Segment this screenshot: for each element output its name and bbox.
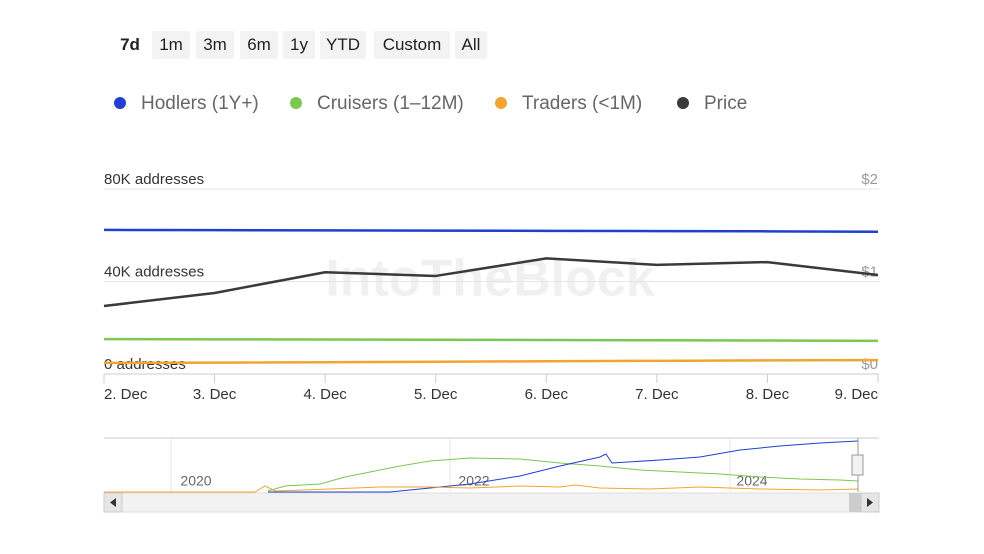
range-button[interactable]: YTD <box>320 31 366 59</box>
legend-item[interactable]: Hodlers (1Y+) <box>114 92 259 116</box>
navigator: 2020 2022 2024 <box>103 437 880 513</box>
y2-tick-label: $0 <box>861 356 878 373</box>
range-button[interactable]: 6m <box>240 31 278 59</box>
legend-label: Price <box>704 93 748 114</box>
y2-tick-label: $1 <box>861 263 878 280</box>
navigator-line <box>104 484 859 493</box>
arrow-left <box>110 498 116 507</box>
range-button[interactable]: 3m <box>196 31 234 59</box>
arrow-right <box>867 498 873 507</box>
x-tick-label: 8. Dec <box>746 386 790 403</box>
y-tick-label: 40K addresses <box>104 263 204 280</box>
legend-marker <box>677 97 689 109</box>
navigator-label: 2022 <box>458 473 489 489</box>
range-button[interactable]: All <box>455 31 487 59</box>
legend-item[interactable]: Price <box>677 92 747 116</box>
x-tick-label: 2. Dec <box>104 386 148 403</box>
x-tick-label: 6. Dec <box>525 386 569 403</box>
range-button[interactable]: 1m <box>152 31 190 59</box>
legend-label: Traders (<1M) <box>522 93 643 114</box>
y-tick-label: 0 addresses <box>104 356 186 373</box>
range-button[interactable]: 1y <box>283 31 315 59</box>
x-tick-label: 5. Dec <box>414 386 458 403</box>
navigator-handle[interactable] <box>851 454 864 476</box>
x-tick-label: 7. Dec <box>635 386 679 403</box>
legend-label: Hodlers (1Y+) <box>141 93 259 114</box>
series-line <box>103 358 879 365</box>
legend-marker <box>495 97 507 109</box>
legend-item[interactable]: Traders (<1M) <box>495 92 642 116</box>
navigator-label: 2020 <box>180 473 211 489</box>
range-button[interactable]: Custom <box>374 31 450 59</box>
legend-item[interactable]: Cruisers (1–12M) <box>290 92 464 116</box>
legend-marker <box>114 97 126 109</box>
scrollbar-thumb[interactable] <box>849 493 861 512</box>
series-line <box>103 337 879 343</box>
series-line <box>103 257 879 308</box>
navigator-line <box>268 440 859 493</box>
series-line <box>103 228 879 234</box>
x-tick-label: 3. Dec <box>193 386 237 403</box>
legend-label: Cruisers (1–12M) <box>317 93 464 114</box>
y-tick-label: 80K addresses <box>104 171 204 188</box>
x-tick-label: 4. Dec <box>303 386 347 403</box>
watermark: IntoTheBlock <box>325 250 654 308</box>
range-button[interactable]: 7d <box>120 35 140 54</box>
y2-tick-label: $2 <box>861 171 878 188</box>
x-tick-label: 9. Dec <box>835 386 879 403</box>
navigator-line <box>267 457 859 492</box>
scrollbar-track[interactable] <box>103 492 880 513</box>
legend-marker <box>290 97 302 109</box>
